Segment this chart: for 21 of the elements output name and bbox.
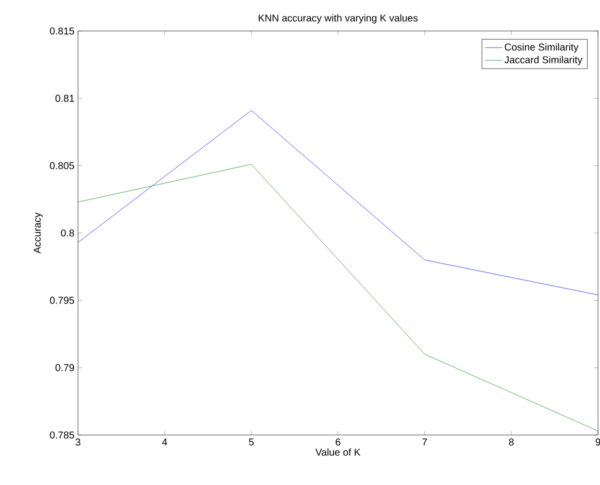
legend-label: Cosine Similarity (504, 43, 579, 53)
x-axis-title: Value of K (315, 448, 360, 456)
x-tick-label: 3 (76, 438, 80, 446)
y-tick-label: 0.79 (55, 364, 74, 372)
line-series (78, 110, 598, 296)
y-axis-title: Accuracy (34, 212, 43, 254)
legend-label: Jaccard Similarity (504, 56, 582, 66)
y-tick-label: 0.795 (50, 296, 74, 304)
x-tick-label: 6 (336, 438, 340, 446)
x-tick-label: 9 (596, 438, 600, 446)
y-tick-label: 0.785 (50, 431, 74, 439)
y-tick-label: 0.8 (61, 229, 74, 237)
chart-title: KNN accuracy with varying K values (258, 14, 418, 24)
x-tick-label: 8 (509, 438, 514, 446)
x-tick-label: 4 (162, 438, 168, 446)
line-series (78, 164, 598, 432)
y-tick-label: 0.805 (50, 162, 74, 170)
x-tick-label: 5 (248, 438, 254, 446)
x-tick-label: 7 (422, 438, 427, 446)
y-tick-label: 0.815 (50, 27, 74, 35)
y-tick-label: 0.81 (55, 94, 74, 102)
